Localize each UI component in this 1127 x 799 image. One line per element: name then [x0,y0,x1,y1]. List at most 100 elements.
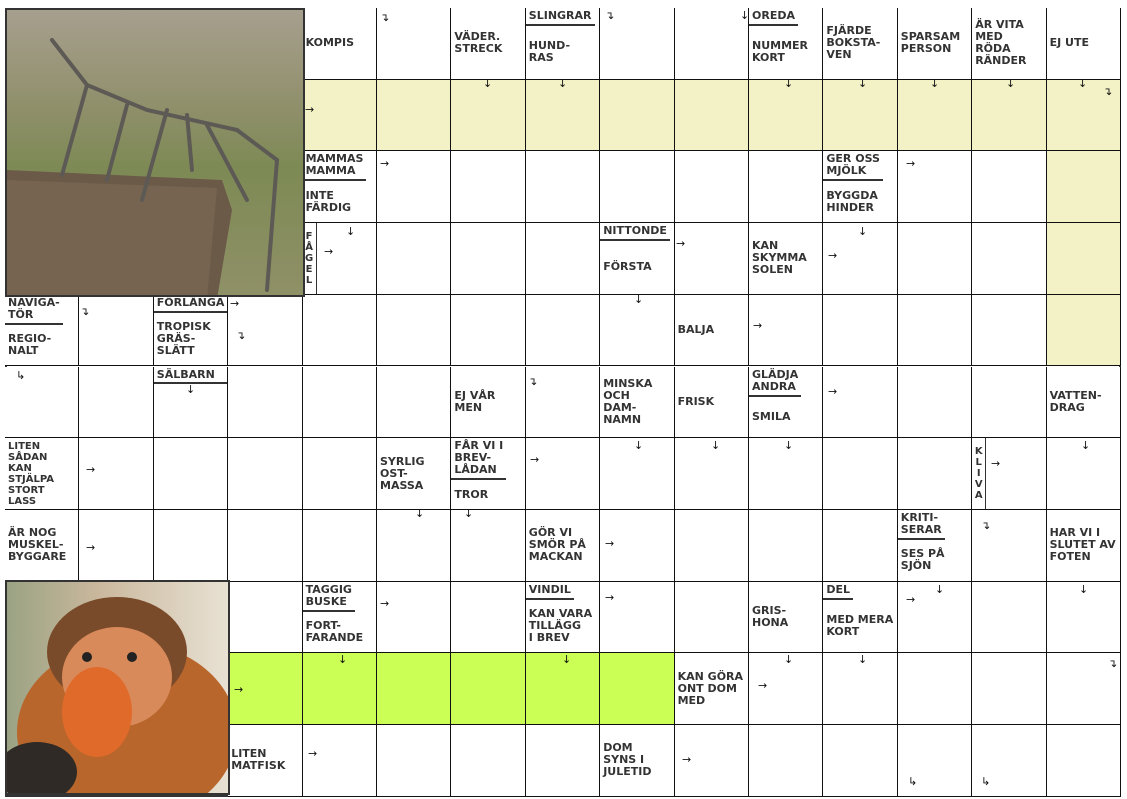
answer-cell[interactable] [377,8,452,80]
answer-cell[interactable] [377,725,452,797]
answer-cell[interactable] [897,581,973,654]
answer-cell[interactable] [600,581,675,654]
answer-cell[interactable] [377,79,452,152]
answer-cell[interactable] [1046,151,1121,224]
answer-cell[interactable] [897,151,973,224]
answer-cell[interactable] [451,151,526,224]
answer-cell[interactable] [377,581,452,654]
answer-cell[interactable] [749,294,824,367]
answer-cell[interactable] [897,294,973,367]
answer-cell[interactable] [897,223,973,295]
answer-cell[interactable] [228,438,303,510]
answer-cell[interactable] [600,8,675,80]
answer-cell[interactable] [972,223,1047,295]
answer-cell[interactable] [674,151,749,224]
answer-cell[interactable] [302,509,377,582]
answer-cell[interactable] [153,438,229,510]
answer-cell[interactable] [525,653,601,725]
answer-cell[interactable] [451,79,526,152]
answer-cell[interactable] [972,79,1047,152]
answer-cell[interactable] [79,294,154,367]
answer-cell[interactable] [525,223,601,295]
answer-cell[interactable] [302,366,377,439]
answer-cell[interactable] [897,438,973,510]
answer-cell[interactable] [674,581,749,654]
answer-cell[interactable] [1046,581,1121,654]
answer-cell[interactable] [525,151,601,224]
answer-cell[interactable] [228,581,303,654]
answer-cell[interactable] [823,438,898,510]
answer-cell[interactable] [1046,294,1121,367]
answer-cell[interactable] [451,294,526,367]
answer-cell[interactable] [525,725,601,797]
answer-cell[interactable]: K L I V A [972,438,1047,510]
answer-cell[interactable] [377,223,452,295]
answer-cell[interactable] [823,366,898,439]
answer-cell[interactable] [79,366,154,439]
answer-cell[interactable] [302,438,377,510]
answer-cell[interactable] [377,509,452,582]
answer-cell[interactable] [674,8,749,80]
answer-cell[interactable] [674,509,749,582]
answer-cell[interactable] [377,653,452,725]
answer-cell[interactable] [749,725,824,797]
answer-cell[interactable] [79,509,154,582]
answer-cell[interactable] [451,509,526,582]
answer-cell[interactable] [897,79,973,152]
answer-cell[interactable] [600,79,675,152]
answer-cell[interactable] [228,509,303,582]
answer-cell[interactable]: SÄLBARN [153,366,229,439]
answer-cell[interactable]: F Å G E L [302,223,377,295]
answer-cell[interactable] [228,366,303,439]
answer-cell[interactable] [674,79,749,152]
answer-cell[interactable] [302,294,377,367]
answer-cell[interactable] [600,509,675,582]
answer-cell[interactable] [749,79,824,152]
answer-cell[interactable] [153,509,229,582]
answer-cell[interactable] [897,725,973,797]
answer-cell[interactable] [525,79,601,152]
answer-cell[interactable] [1046,79,1121,152]
answer-cell[interactable] [377,294,452,367]
answer-cell[interactable] [1046,653,1121,725]
answer-cell[interactable] [897,653,973,725]
answer-cell[interactable] [823,509,898,582]
answer-cell[interactable] [600,438,675,510]
answer-cell[interactable] [600,151,675,224]
answer-cell[interactable] [972,581,1047,654]
answer-cell[interactable] [600,294,675,367]
answer-cell[interactable] [451,223,526,295]
answer-cell[interactable] [1046,223,1121,295]
answer-cell[interactable] [525,366,601,439]
answer-cell[interactable] [525,294,601,367]
answer-cell[interactable] [525,438,601,510]
answer-cell[interactable] [377,366,452,439]
answer-cell[interactable] [823,725,898,797]
answer-cell[interactable] [451,725,526,797]
answer-cell[interactable] [749,438,824,510]
answer-cell[interactable] [228,653,303,725]
answer-cell[interactable] [600,653,675,725]
answer-cell[interactable] [302,653,377,725]
answer-cell[interactable] [972,509,1047,582]
answer-cell[interactable] [972,725,1047,797]
answer-cell[interactable] [897,366,973,439]
answer-cell[interactable] [302,79,377,152]
answer-cell[interactable] [377,151,452,224]
answer-cell[interactable] [823,653,898,725]
answer-cell[interactable] [451,581,526,654]
answer-cell[interactable] [228,294,303,367]
answer-cell[interactable] [972,366,1047,439]
answer-cell[interactable] [1046,438,1121,510]
answer-cell[interactable] [79,438,154,510]
answer-cell[interactable] [972,294,1047,367]
answer-cell[interactable] [823,223,898,295]
answer-cell[interactable] [972,653,1047,725]
answer-cell[interactable] [972,151,1047,224]
answer-cell[interactable] [1046,725,1121,797]
answer-cell[interactable] [5,366,80,439]
answer-cell[interactable] [823,79,898,152]
answer-cell[interactable] [749,653,824,725]
answer-cell[interactable] [674,223,749,295]
answer-cell[interactable] [823,294,898,367]
